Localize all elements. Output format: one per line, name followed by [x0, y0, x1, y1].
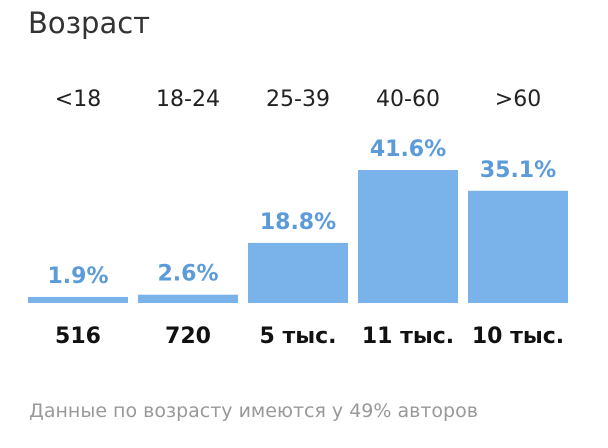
- age-bar-chart: <18 1.9% 516 18-24 2.6% 720 25-39 18.8% 5 тыс. 40…: [28, 87, 568, 349]
- value-label: 35.1%: [480, 158, 556, 183]
- count-label: 10 тыс.: [472, 324, 564, 349]
- bar: [28, 296, 128, 303]
- bar: [358, 170, 458, 303]
- count-label: 516: [55, 324, 101, 349]
- value-label: 2.6%: [157, 262, 218, 287]
- footnote: Данные по возрасту имеются у 49% авторов: [29, 400, 478, 422]
- category-label: 18-24: [156, 87, 220, 112]
- value-label: 41.6%: [370, 137, 446, 162]
- category-label: 40-60: [376, 87, 440, 112]
- category-label: <18: [55, 87, 101, 112]
- category-label: >60: [495, 87, 541, 112]
- bar: [248, 242, 348, 303]
- count-label: 5 тыс.: [259, 324, 336, 349]
- count-label: 720: [165, 324, 211, 349]
- value-label: 18.8%: [260, 210, 336, 235]
- bar: [468, 190, 568, 303]
- value-label: 1.9%: [47, 264, 108, 289]
- count-label: 11 тыс.: [362, 324, 454, 349]
- category-label: 25-39: [266, 87, 330, 112]
- chart-title: Возраст: [28, 6, 151, 40]
- bar: [138, 294, 238, 303]
